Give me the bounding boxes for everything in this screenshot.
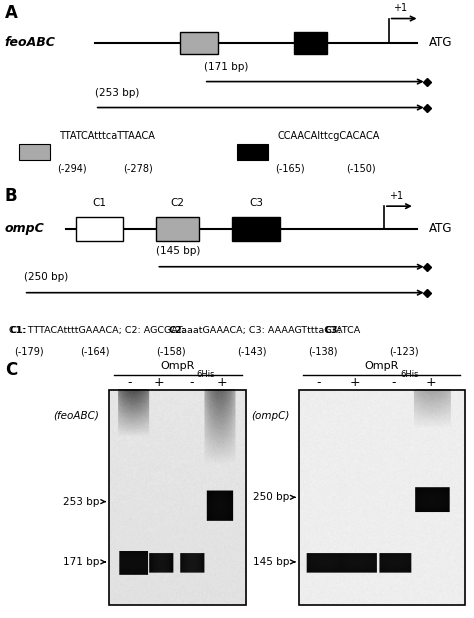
Text: ATG: ATG <box>429 36 453 49</box>
Bar <box>76 216 123 241</box>
Text: C3: C3 <box>249 198 263 208</box>
Text: 253 bp: 253 bp <box>63 497 105 507</box>
Text: (171 bp): (171 bp) <box>204 62 248 72</box>
Text: C1: C1 <box>92 198 107 208</box>
Text: (-278): (-278) <box>123 164 153 174</box>
Text: A: A <box>5 4 18 22</box>
Text: ATG: ATG <box>429 222 453 235</box>
Bar <box>232 216 280 241</box>
Text: ompC: ompC <box>5 222 45 235</box>
Text: +: + <box>217 376 227 389</box>
Text: (-294): (-294) <box>57 164 86 174</box>
Bar <box>299 389 465 605</box>
Text: (-165): (-165) <box>275 164 304 174</box>
Text: +: + <box>426 376 437 389</box>
Text: (-179): (-179) <box>14 347 44 357</box>
Text: 6His: 6His <box>197 370 215 378</box>
Text: (feoABC): (feoABC) <box>54 410 100 420</box>
Text: B: B <box>5 187 18 205</box>
Text: -: - <box>189 376 194 389</box>
Text: (-164): (-164) <box>81 347 110 357</box>
Text: CCAACAIttcgCACАCA: CCAACAIttcgCACАCA <box>277 131 380 141</box>
Bar <box>180 32 218 54</box>
Text: 145 bp: 145 bp <box>253 557 295 567</box>
Text: (253 bp): (253 bp) <box>95 88 139 98</box>
Text: TTATCAtttcaTTAACA: TTATCAtttcaTTAACA <box>59 131 155 141</box>
Text: C3:: C3: <box>325 326 342 335</box>
Text: -: - <box>391 376 395 389</box>
Text: -: - <box>316 376 321 389</box>
Text: C1:: C1: <box>9 326 27 335</box>
Bar <box>237 144 268 161</box>
Text: +1: +1 <box>389 191 403 201</box>
Text: +: + <box>153 376 164 389</box>
Text: +: + <box>350 376 360 389</box>
Text: (-138): (-138) <box>308 347 337 357</box>
Bar <box>19 144 50 161</box>
Bar <box>294 32 327 54</box>
Text: feoABC: feoABC <box>5 36 55 49</box>
Text: OmpR: OmpR <box>161 362 195 371</box>
Text: C2:: C2: <box>168 326 186 335</box>
Text: C: C <box>5 361 17 379</box>
Text: (ompC): (ompC) <box>251 410 289 420</box>
Text: (-150): (-150) <box>346 164 375 174</box>
Text: C1: TTTACAttttGAAАCA; C2: AGCGATaaatGAAАCA; C3: AAAAGTtttaGTATCA: C1: TTTACAttttGAAАCA; C2: AGCGATaaatGAAА… <box>9 326 361 335</box>
Text: 250 bp: 250 bp <box>253 493 295 502</box>
Text: (-143): (-143) <box>237 347 266 357</box>
Text: +1: +1 <box>393 3 408 13</box>
Text: (-158): (-158) <box>156 347 186 357</box>
Text: C2: C2 <box>171 198 185 208</box>
Text: OmpR: OmpR <box>365 362 399 371</box>
Text: -: - <box>128 376 132 389</box>
Text: 6His: 6His <box>401 370 419 378</box>
Text: 171 bp: 171 bp <box>63 557 105 567</box>
Text: (145 bp): (145 bp) <box>156 247 201 256</box>
Bar <box>156 216 199 241</box>
Text: (-123): (-123) <box>389 347 418 357</box>
Text: (250 bp): (250 bp) <box>24 273 68 282</box>
Bar <box>109 389 246 605</box>
